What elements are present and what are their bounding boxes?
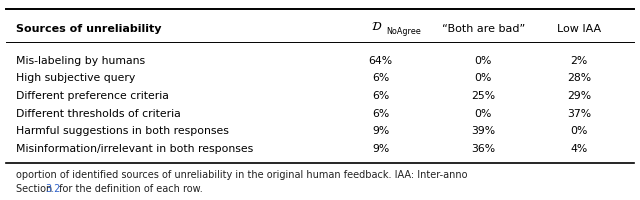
- Text: 64%: 64%: [369, 56, 393, 66]
- Text: Mis-labeling by humans: Mis-labeling by humans: [16, 56, 145, 66]
- Text: for the definition of each row.: for the definition of each row.: [56, 184, 203, 194]
- Text: 4%: 4%: [571, 144, 588, 154]
- Text: 0%: 0%: [474, 73, 492, 83]
- Text: oportion of identified sources of unreliability in the original human feedback. : oportion of identified sources of unreli…: [16, 170, 467, 180]
- Text: Misinformation/irrelevant in both responses: Misinformation/irrelevant in both respon…: [16, 144, 253, 154]
- Text: NoAgree: NoAgree: [386, 27, 420, 36]
- Text: Sources of unreliability: Sources of unreliability: [16, 24, 161, 34]
- Text: Section: Section: [16, 184, 56, 194]
- Text: 6%: 6%: [372, 109, 389, 119]
- Text: 0%: 0%: [474, 109, 492, 119]
- Text: Low IAA: Low IAA: [557, 24, 601, 34]
- Text: 3.2: 3.2: [45, 184, 61, 194]
- Text: 9%: 9%: [372, 144, 389, 154]
- Text: 36%: 36%: [471, 144, 495, 154]
- Text: 6%: 6%: [372, 73, 389, 83]
- Text: 28%: 28%: [567, 73, 591, 83]
- Text: 29%: 29%: [567, 91, 591, 101]
- Text: 37%: 37%: [567, 109, 591, 119]
- Text: 6%: 6%: [372, 91, 389, 101]
- Text: 2%: 2%: [571, 56, 588, 66]
- Text: High subjective query: High subjective query: [16, 73, 135, 83]
- Text: Different preference criteria: Different preference criteria: [16, 91, 169, 101]
- Text: 9%: 9%: [372, 126, 389, 136]
- Text: 39%: 39%: [471, 126, 495, 136]
- Text: “Both are bad”: “Both are bad”: [442, 24, 525, 34]
- Text: 25%: 25%: [471, 91, 495, 101]
- Text: Different thresholds of criteria: Different thresholds of criteria: [16, 109, 180, 119]
- Text: 0%: 0%: [474, 56, 492, 66]
- Text: 0%: 0%: [570, 126, 588, 136]
- Text: $\mathcal{D}$: $\mathcal{D}$: [371, 20, 383, 33]
- Text: Harmful suggestions in both responses: Harmful suggestions in both responses: [16, 126, 229, 136]
